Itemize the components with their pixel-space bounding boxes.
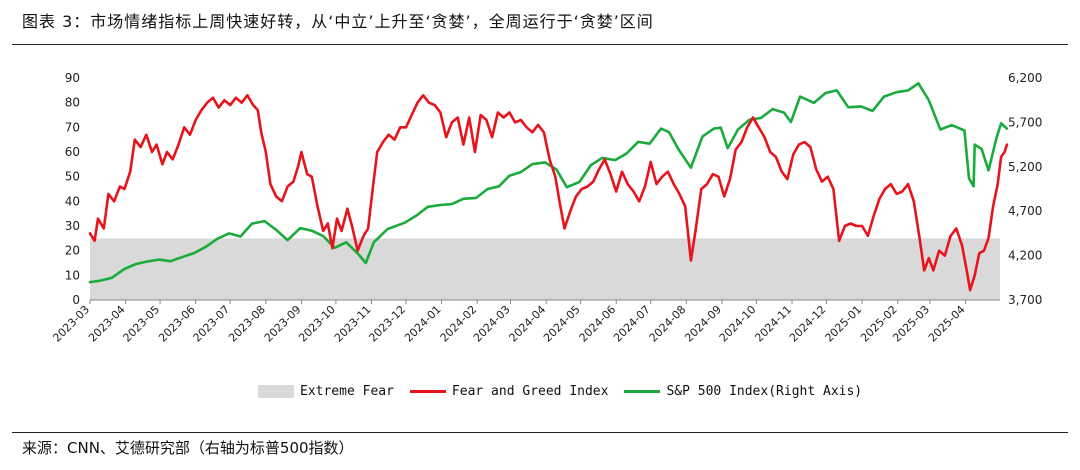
y-right-tick-label: 5,700 (1008, 115, 1042, 129)
y-left-tick-label: 40 (65, 194, 80, 208)
chart-legend: Extreme Fear Fear and Greed Index S&P 50… (258, 384, 878, 399)
y-left-tick-label: 50 (65, 170, 80, 184)
y-left-tick-label: 60 (65, 145, 80, 159)
legend-swatch-extreme-fear (258, 385, 294, 398)
y-right-tick-label: 4,200 (1008, 249, 1042, 263)
x-tick-label: 2024-04 (507, 303, 549, 345)
x-tick-label: 2023-04 (86, 303, 128, 345)
y-left-tick-label: 30 (65, 219, 80, 233)
y-right-tick-label: 5,200 (1008, 160, 1042, 174)
x-tick-label: 2024-03 (471, 303, 513, 345)
x-tick-label: 2023-08 (226, 303, 268, 345)
x-tick-label: 2023-09 (262, 303, 304, 345)
x-tick-label: 2025-04 (926, 303, 968, 345)
y-left-tick-label: 90 (65, 71, 80, 85)
x-tick-label: 2023-10 (296, 303, 338, 345)
legend-swatch-sp500 (624, 390, 661, 393)
y-left-tick-label: 70 (65, 120, 80, 134)
legend-item-fear-greed: Fear and Greed Index (409, 384, 609, 399)
source-note: 来源：CNN、艾德研究部（右轴为标普500指数） (22, 439, 354, 457)
x-tick-label: 2024-08 (647, 303, 689, 345)
legend-item-sp500: S&P 500 Index(Right Axis) (624, 384, 862, 399)
x-tick-label: 2023-05 (121, 303, 163, 345)
x-tick-label: 2023-07 (191, 303, 233, 345)
source-rule (12, 432, 1068, 433)
legend-item-extreme-fear: Extreme Fear (258, 384, 394, 399)
y-left-tick-label: 10 (65, 268, 80, 282)
x-tick-label: 2023-03 (50, 303, 92, 345)
x-tick-label: 2024-05 (541, 303, 583, 345)
title-rule (12, 44, 1068, 45)
y-left-tick-label: 20 (65, 244, 80, 258)
y-right-tick-label: 3,700 (1008, 293, 1042, 307)
x-tick-label: 2023-06 (156, 303, 198, 345)
x-tick-label: 2024-11 (752, 303, 794, 345)
x-tick-label: 2024-07 (611, 303, 653, 345)
legend-label-fear-greed: Fear and Greed Index (451, 384, 609, 399)
x-tick-label: 2024-01 (402, 303, 444, 345)
series-line-sp500 (88, 81, 1009, 284)
chart: 0 10 20 30 40 50 60 70 80 90 3,700 4,200 4,700 5,200 5… (50, 71, 1042, 345)
x-tick-label: 2024-12 (787, 303, 829, 345)
x-tick-label: 2025-01 (823, 303, 865, 345)
legend-label-extreme-fear: Extreme Fear (300, 384, 394, 399)
y-right-tick-label: 4,700 (1008, 204, 1042, 218)
band-extreme-fear (90, 238, 1000, 300)
x-tick-label: 2023-12 (366, 303, 408, 345)
x-tick-label: 2024-06 (577, 303, 619, 345)
y-left-tick-label: 0 (72, 293, 80, 307)
legend-label-sp500: S&P 500 Index(Right Axis) (666, 384, 863, 399)
x-tick-label: 2023-11 (332, 303, 374, 345)
y-right-tick-label: 6,200 (1008, 71, 1042, 85)
x-tick-label: 2024-10 (717, 303, 759, 345)
x-tick-label: 2024-09 (682, 303, 724, 345)
series-line-fear-greed (88, 93, 1009, 292)
chart-title: 图表 3：市场情绪指标上周快速好转，从‘中立’上升至‘贪婪’，全周运行于‘贪婪’… (22, 12, 654, 31)
y-left-tick-label: 80 (65, 96, 80, 110)
legend-swatch-fear-greed (409, 390, 446, 393)
